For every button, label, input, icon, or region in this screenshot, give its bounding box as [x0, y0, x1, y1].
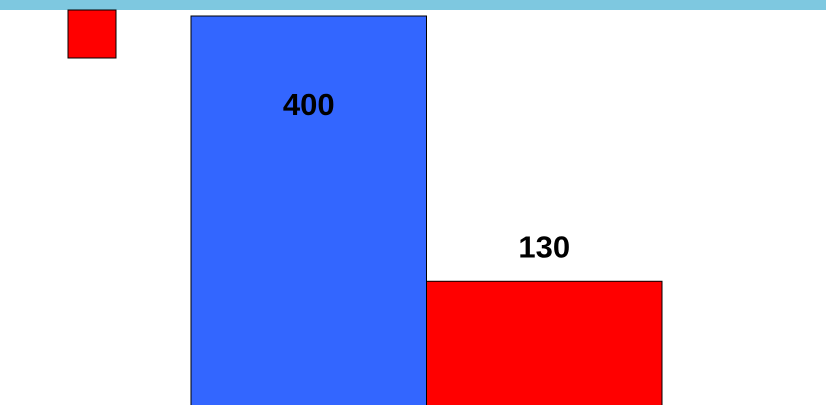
header-strip [0, 0, 826, 10]
data-label: 130 [518, 229, 570, 264]
data-label: 400 [283, 87, 335, 122]
legend-swatch [67, 9, 117, 59]
bar [426, 280, 663, 405]
bar [190, 15, 427, 405]
